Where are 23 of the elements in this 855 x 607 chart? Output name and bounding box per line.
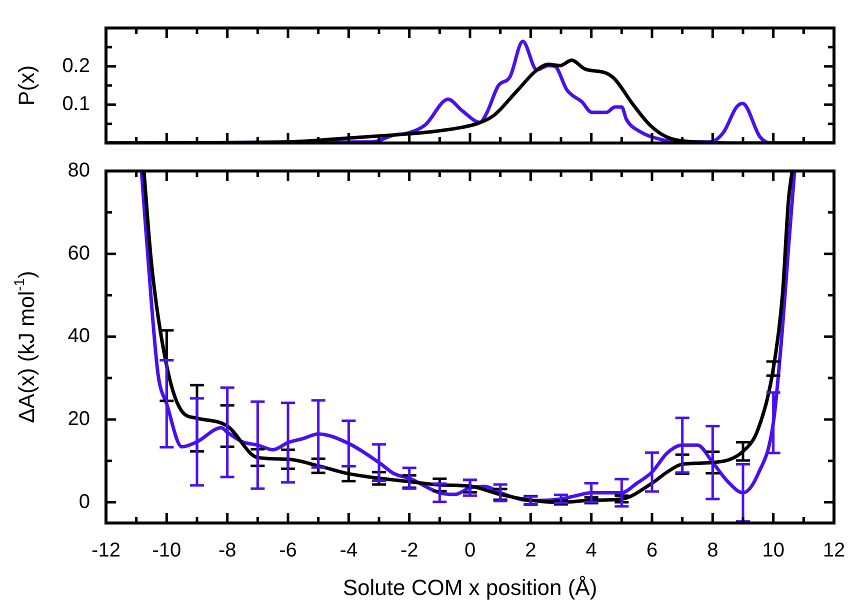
x-tick-label: 12 bbox=[822, 540, 846, 562]
y-tick-label: 80 bbox=[68, 160, 90, 182]
y-axis-title: P(x) bbox=[14, 65, 40, 106]
x-tick-label: 8 bbox=[707, 540, 718, 562]
y-axis-title: ΔA(x) (kJ mol-1) bbox=[12, 270, 40, 424]
x-tick-label: 2 bbox=[525, 540, 536, 562]
x-tick-label: -12 bbox=[92, 540, 120, 562]
y-tick-label: 0.1 bbox=[62, 93, 90, 116]
x-tick-label: 4 bbox=[586, 540, 597, 562]
y-tick-label: 0.2 bbox=[62, 54, 90, 77]
x-tick-label: 6 bbox=[646, 540, 658, 562]
x-axis-title: Solute COM x position (Å) bbox=[342, 575, 598, 600]
x-tick-label: -6 bbox=[279, 540, 297, 562]
x-tick-label: -8 bbox=[218, 540, 236, 562]
y-tick-label: 40 bbox=[68, 325, 90, 348]
y-tick-label: 0 bbox=[78, 490, 90, 513]
y-tick-label: 60 bbox=[68, 242, 90, 264]
x-tick-label: -10 bbox=[152, 540, 182, 562]
x-tick-label: -2 bbox=[400, 540, 418, 562]
x-tick-label: 10 bbox=[762, 540, 784, 562]
y-tick-label: 20 bbox=[68, 408, 90, 430]
x-tick-label: 0 bbox=[464, 540, 476, 562]
x-tick-label: -4 bbox=[340, 540, 358, 562]
